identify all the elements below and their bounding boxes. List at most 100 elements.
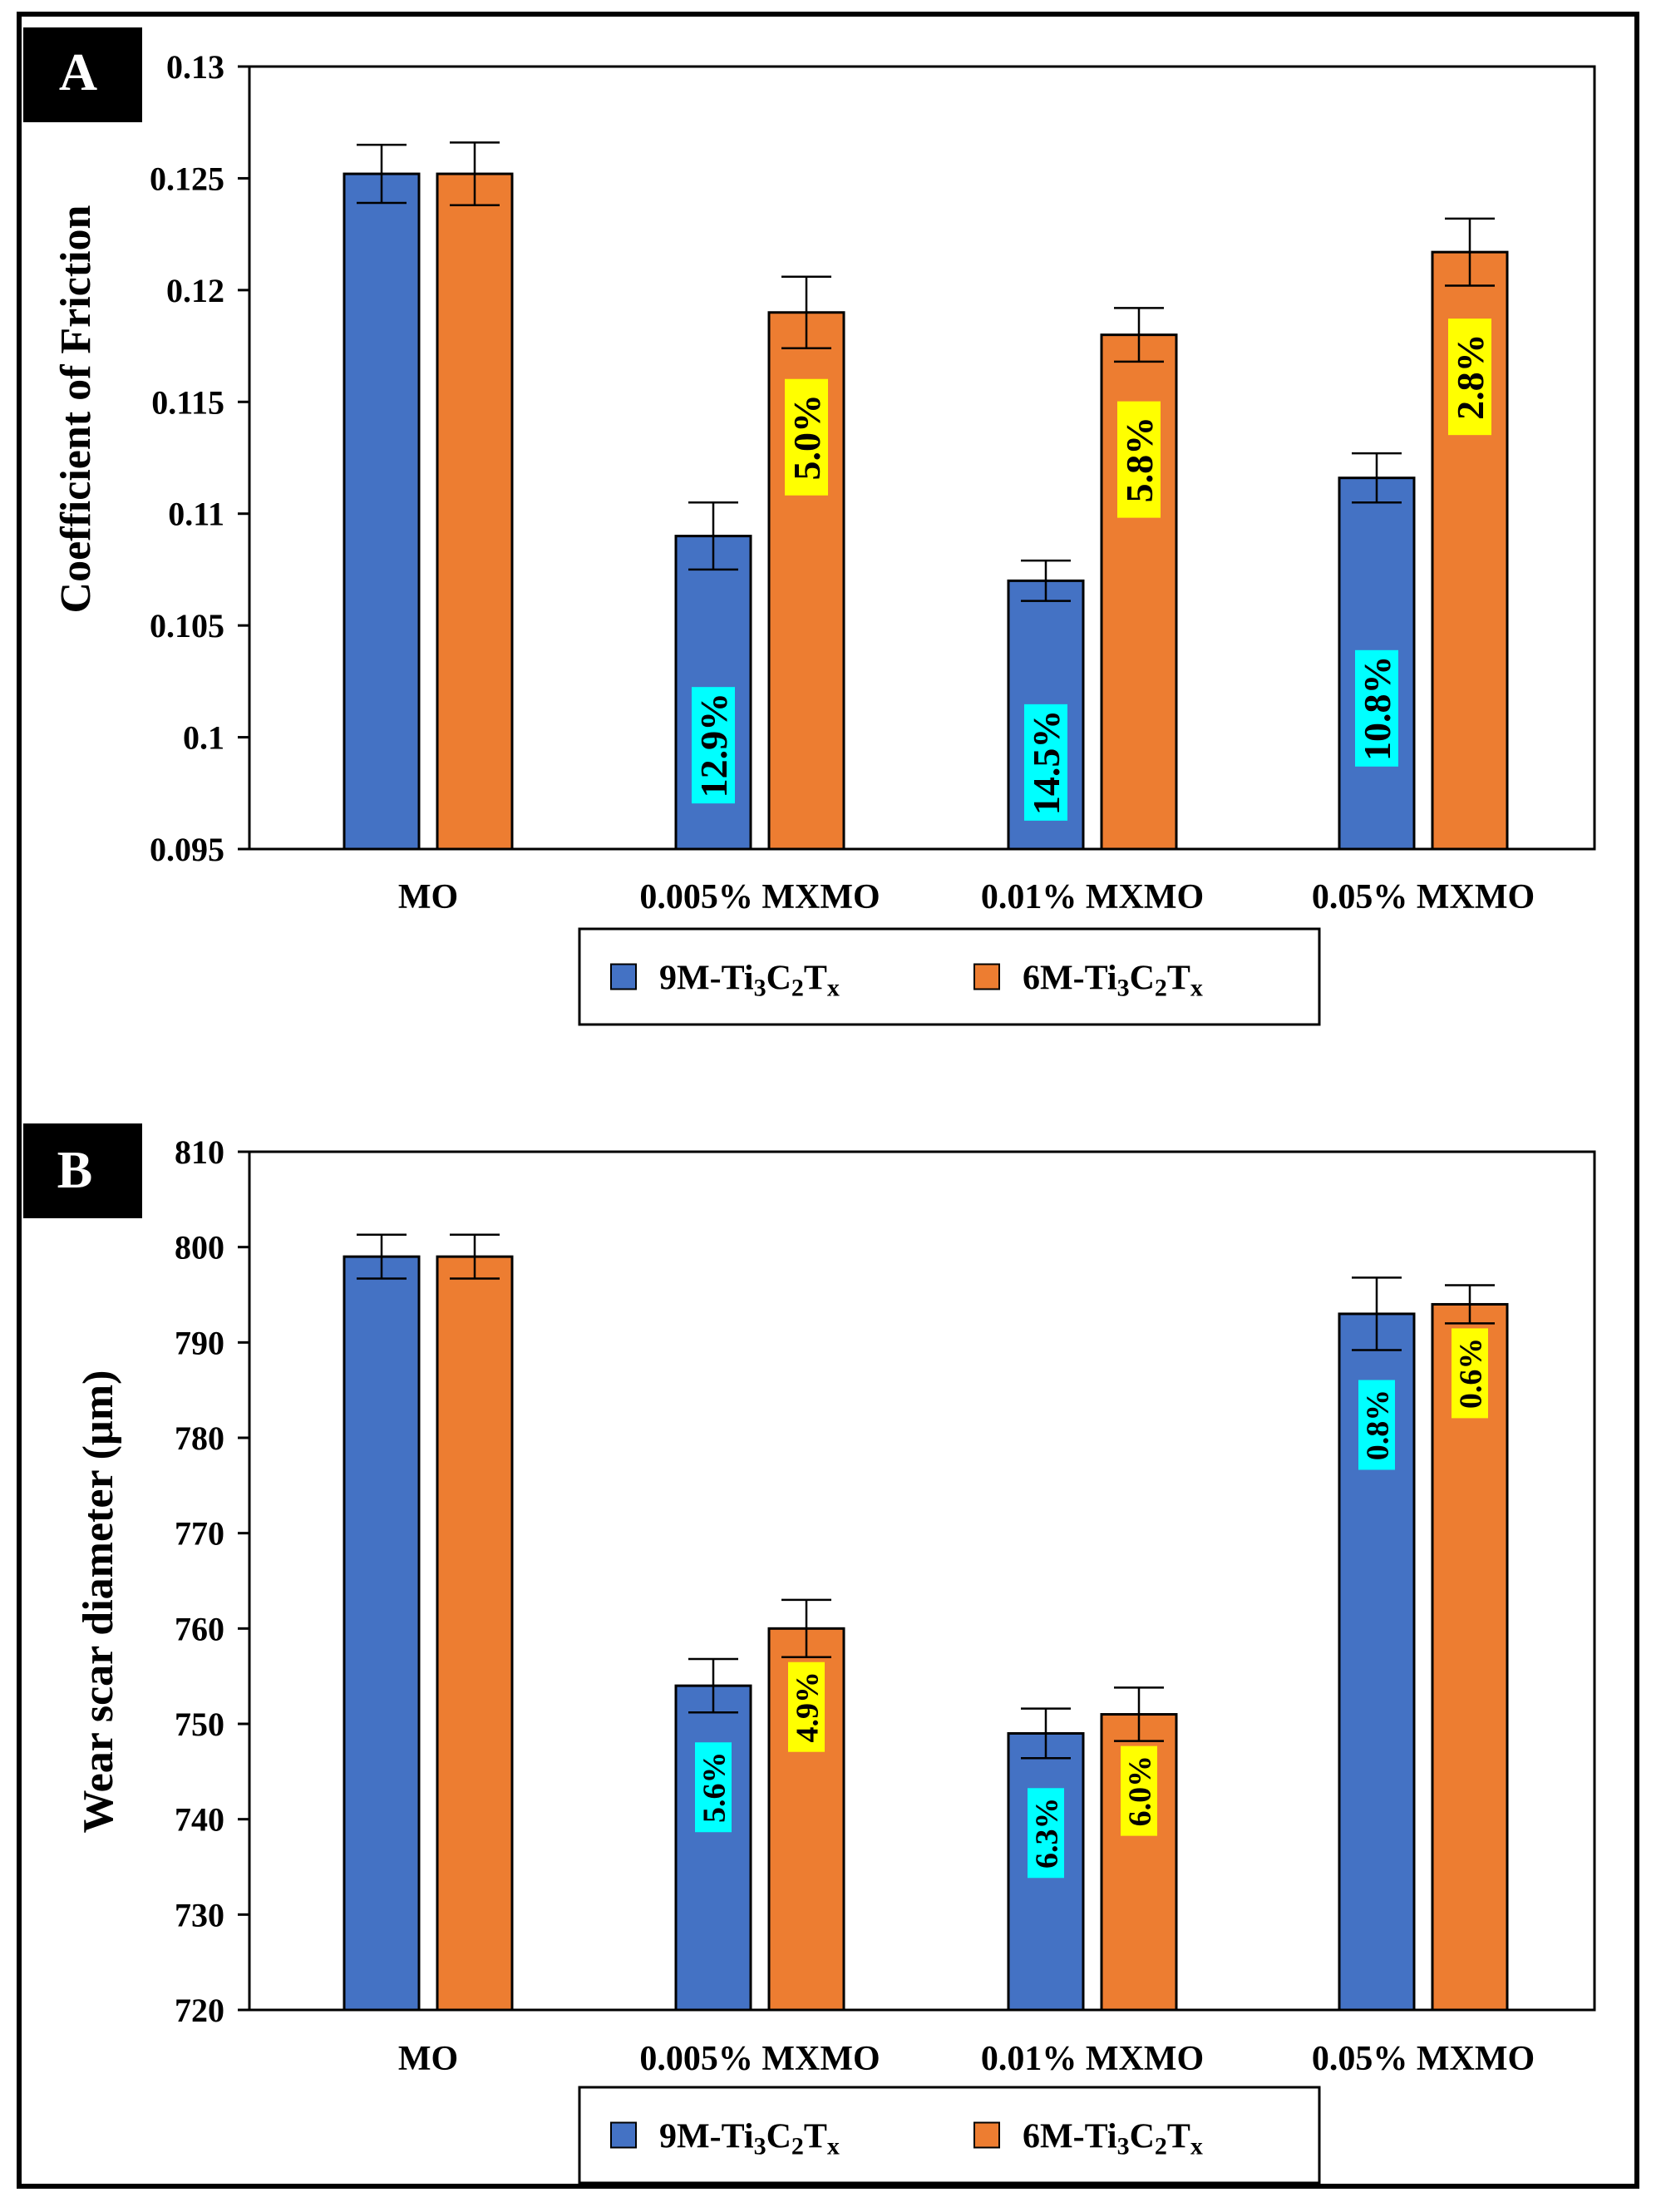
percent-label-group: 5.0% — [785, 378, 828, 496]
legend-label-part: C — [766, 2118, 791, 2156]
legend-label-part: 2 — [791, 975, 804, 1002]
x-tick-label: 0.05% MXMO — [1312, 2040, 1535, 2078]
panel-label: A — [59, 42, 97, 101]
x-tick-label: 0.01% MXMO — [981, 878, 1204, 916]
legend-swatch-6M — [973, 963, 1000, 990]
percent-label-group: 0.6% — [1452, 1328, 1488, 1419]
chart-panel-A: A 0.095 0.1 0.105 0.11 0.115 0.12 0.125 0.13 Coef… — [23, 27, 1596, 1026]
legend-label-part: 3 — [754, 975, 766, 1002]
legend-label-part: T — [1167, 2118, 1190, 2156]
percent-label-group: 6.3% — [1028, 1788, 1064, 1879]
percent-label: 10.8% — [1356, 656, 1398, 762]
legend-label-part: 6M-Ti — [1023, 960, 1117, 998]
percent-label-bg — [1452, 1328, 1488, 1419]
percent-label-bg — [1358, 1380, 1395, 1470]
y-tick-label: 780 — [175, 1420, 224, 1457]
percent-label: 12.9% — [692, 693, 735, 798]
percent-label-bg — [1448, 318, 1491, 436]
legend-swatch-9M — [610, 963, 637, 990]
y-tick-label: 0.13 — [166, 48, 224, 86]
legend-box — [578, 927, 1321, 1026]
chart-panel-B: B 720 730 740 750 760 770 780 790 800 810 Wear scar… — [23, 1123, 1596, 2185]
y-tick-label: 0.12 — [166, 272, 224, 309]
percent-label: 0.6% — [1453, 1338, 1488, 1410]
x-tick-label: MO — [398, 2040, 458, 2078]
plot-area — [248, 1150, 1596, 2012]
percent-label-group: 10.8% — [1355, 649, 1398, 767]
percent-label-bg — [1117, 401, 1161, 518]
legend: 9M-Ti3C2Tx 6M-Ti3C2Tx — [578, 927, 1321, 1026]
x-tick-label: 0.01% MXMO — [981, 2040, 1204, 2078]
legend-label-part: T — [804, 2118, 827, 2156]
legend-swatch-9M — [610, 2121, 637, 2149]
percent-label-group: 2.8% — [1448, 318, 1491, 436]
y-tick-label: 730 — [175, 1896, 224, 1933]
bar-9M-1 — [674, 1684, 752, 2012]
percent-label: 2.8% — [1449, 333, 1491, 420]
bar-6M-0 — [436, 172, 514, 851]
plot-area — [248, 65, 1596, 851]
y-tick-label: 0.1 — [183, 719, 224, 757]
percent-label: 0.8% — [1360, 1390, 1395, 1461]
percent-label: 14.5% — [1025, 710, 1067, 816]
percent-label: 4.9% — [790, 1671, 825, 1743]
y-tick-label: 0.11 — [168, 496, 224, 533]
percent-label-bg — [1355, 649, 1398, 767]
legend-label-6M: 6M-Ti3C2Tx — [1023, 2118, 1203, 2160]
percent-label-bg — [692, 687, 735, 804]
legend-box — [578, 2086, 1321, 2185]
legend-label-part: T — [1167, 960, 1190, 998]
panel-label-badge — [23, 1123, 142, 1218]
legend-label-part: 2 — [1155, 975, 1167, 1002]
percent-label-bg — [695, 1742, 732, 1833]
y-tick-label: 0.095 — [150, 831, 224, 868]
x-tick-label: 0.05% MXMO — [1312, 878, 1535, 916]
y-tick-label: 740 — [175, 1801, 224, 1839]
percent-label-bg — [1028, 1788, 1064, 1879]
legend-label-part: 9M-Ti — [659, 2118, 754, 2156]
bar-6M-3 — [1431, 1302, 1509, 2012]
y-tick-label: 810 — [175, 1133, 224, 1171]
legend-label-part: 2 — [1155, 2133, 1167, 2160]
panel-label: B — [57, 1140, 93, 1199]
percent-label-group: 12.9% — [692, 687, 735, 804]
bar-6M-0 — [436, 1255, 514, 2012]
x-tick-label: MO — [398, 878, 458, 916]
percent-label-group: 6.0% — [1121, 1745, 1157, 1836]
legend-label-part: 2 — [791, 2133, 804, 2160]
bar-9M-0 — [343, 1255, 421, 2012]
legend-label-part: 3 — [1117, 975, 1130, 1002]
percent-label-bg — [785, 378, 828, 496]
percent-label-group: 5.8% — [1117, 401, 1161, 518]
y-tick-label: 750 — [175, 1706, 224, 1743]
legend-label-9M: 9M-Ti3C2Tx — [659, 2118, 840, 2160]
panel-label-badge — [23, 27, 142, 122]
percent-label-group: 5.6% — [695, 1742, 732, 1833]
y-tick-label: 760 — [175, 1610, 224, 1647]
legend: 9M-Ti3C2Tx 6M-Ti3C2Tx — [578, 2086, 1321, 2185]
y-axis-label: Wear scar diameter (µm) — [75, 1370, 122, 1833]
legend-label-part: x — [1190, 975, 1203, 1002]
legend-label-part: x — [827, 2133, 840, 2160]
legend-label-part: 9M-Ti — [659, 960, 754, 998]
percent-label: 5.8% — [1118, 417, 1161, 503]
percent-label-group: 0.8% — [1358, 1380, 1395, 1470]
percent-label: 6.0% — [1122, 1755, 1157, 1827]
y-tick-label: 800 — [175, 1229, 224, 1266]
percent-label-group: 14.5% — [1024, 704, 1067, 821]
legend-label-part: 3 — [754, 2133, 766, 2160]
legend-label-6M: 6M-Ti3C2Tx — [1023, 960, 1203, 1002]
legend-label-9M: 9M-Ti3C2Tx — [659, 960, 840, 1002]
legend-label-part: C — [766, 960, 791, 998]
percent-label: 5.0% — [786, 394, 828, 481]
legend-label-part: x — [827, 975, 840, 1002]
y-axis-label: Coefficient of Friction — [52, 205, 100, 613]
y-tick-label: 720 — [175, 1992, 224, 2029]
y-tick-label: 790 — [175, 1324, 224, 1361]
y-tick-label: 0.115 — [151, 383, 224, 421]
legend-label-part: T — [804, 960, 827, 998]
percent-label-bg — [1024, 704, 1067, 821]
legend-label-part: C — [1130, 2118, 1155, 2156]
percent-label-bg — [1121, 1745, 1157, 1836]
